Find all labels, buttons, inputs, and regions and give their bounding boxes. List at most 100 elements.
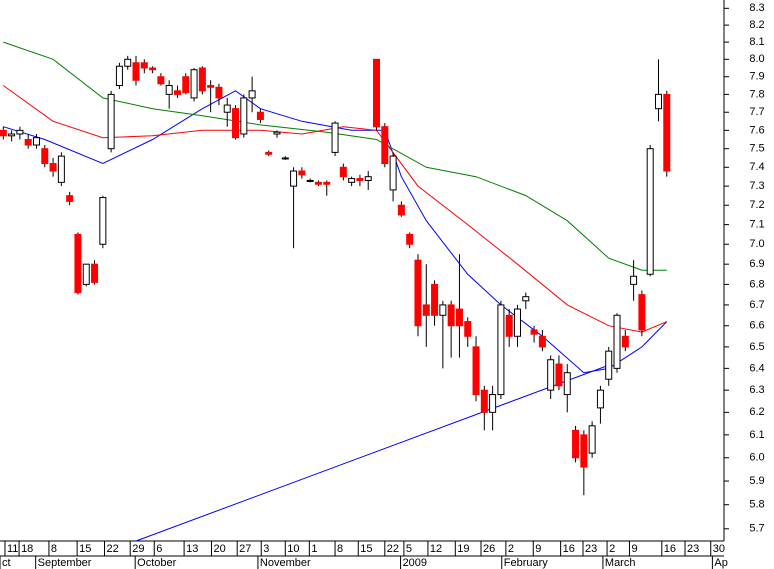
y-tick-label: 6.5 — [749, 341, 764, 353]
candle-body — [91, 263, 99, 283]
x-tick-label: 8 — [337, 543, 343, 555]
moving-average-line — [3, 85, 667, 333]
candle-body — [273, 131, 281, 135]
y-tick-label: 7.7 — [749, 106, 764, 118]
candle-body — [32, 137, 40, 146]
candle-body — [654, 93, 662, 110]
candle-body — [99, 197, 107, 245]
candle-body — [530, 329, 538, 335]
y-tick-label: 6.7 — [749, 299, 764, 311]
x-tick-label: 23 — [585, 543, 597, 555]
candle-body — [157, 76, 165, 85]
candle-body — [422, 304, 430, 316]
y-tick-label: 7.4 — [749, 161, 764, 173]
candle-body — [306, 179, 314, 182]
y-tick-label: 6.2 — [749, 406, 764, 418]
x-tick-label: 13 — [186, 543, 198, 555]
candle-body — [323, 181, 331, 185]
candle-body — [588, 425, 596, 454]
x-tick-label: 3 — [263, 543, 269, 555]
candle-body — [572, 429, 580, 459]
y-tick-label: 8.0 — [749, 53, 764, 65]
x-tick-label: 22 — [387, 543, 399, 555]
candle-body — [389, 155, 397, 191]
candle-body — [613, 314, 621, 369]
y-tick-label: 5.9 — [749, 475, 764, 487]
y-tick-label: 7.9 — [749, 71, 764, 83]
candle-body — [281, 157, 289, 160]
candle-body — [630, 275, 638, 285]
candle-body — [464, 321, 472, 337]
candle-body — [140, 62, 148, 69]
x-tick-label: 29 — [132, 543, 144, 555]
candle-body — [207, 85, 215, 88]
candle-body — [431, 283, 439, 316]
candle-body — [497, 304, 505, 396]
x-tick-label: 27 — [239, 543, 251, 555]
candle-body — [74, 233, 82, 294]
candle-body — [522, 296, 530, 302]
y-tick-label: 7.3 — [749, 180, 764, 192]
candle-body — [414, 259, 422, 327]
candle-body — [489, 394, 497, 413]
candle-body — [646, 148, 654, 275]
candle-body — [397, 204, 405, 216]
y-tick-label: 7.8 — [749, 88, 764, 100]
x-tick-label: 19 — [457, 543, 469, 555]
candle-body — [455, 308, 463, 327]
y-tick-label: 8.3 — [749, 2, 764, 14]
candle-body — [298, 170, 306, 176]
candle-body — [290, 170, 298, 187]
x-tick-label: 23 — [687, 543, 699, 555]
candle-body — [240, 97, 248, 135]
month-label: ct — [2, 557, 11, 569]
month-label: February — [504, 557, 549, 569]
x-tick-label: 18 — [21, 543, 33, 555]
candle-body — [480, 389, 488, 413]
candle-body — [621, 335, 629, 348]
y-tick-label: 7.0 — [749, 238, 764, 250]
candle-body — [381, 126, 389, 165]
candle-body — [256, 111, 264, 120]
candle-body — [538, 335, 546, 348]
x-tick-label: 2 — [609, 543, 615, 555]
x-tick-label: 2 — [508, 543, 514, 555]
x-tick-label: 9 — [631, 543, 637, 555]
candle-body — [331, 122, 339, 153]
trend-line — [135, 363, 613, 542]
x-tick-label: 30 — [713, 543, 725, 555]
x-tick-label: 10 — [287, 543, 299, 555]
candle-body — [198, 67, 206, 92]
candle-body — [356, 178, 364, 181]
candle-body — [439, 304, 447, 316]
x-tick-label: 20 — [213, 543, 225, 555]
candle-body — [373, 58, 381, 128]
y-tick-label: 8.2 — [749, 19, 764, 31]
candle-body — [339, 166, 347, 178]
y-tick-label: 5.7 — [749, 523, 764, 535]
month-label: November — [260, 557, 311, 569]
y-tick-label: 7.5 — [749, 143, 764, 155]
x-tick-label: 11 — [7, 543, 18, 555]
candle-body — [49, 163, 57, 172]
y-tick-label: 6.9 — [749, 258, 764, 270]
candle-body — [149, 67, 157, 71]
y-tick-label: 7.1 — [749, 219, 764, 231]
candle-body — [107, 93, 115, 150]
candle-body — [406, 233, 414, 245]
candle-body — [82, 263, 90, 285]
x-tick-label: 15 — [79, 543, 91, 555]
candle-body — [41, 148, 49, 165]
month-label: September — [38, 557, 92, 569]
candle-body — [115, 65, 123, 87]
candle-body — [555, 363, 563, 387]
y-tick-label: 6.1 — [749, 429, 764, 441]
x-tick-label: 16 — [664, 543, 676, 555]
candle-body — [24, 138, 32, 146]
x-tick-label: 16 — [563, 543, 575, 555]
x-tick-label: 6 — [156, 543, 162, 555]
x-tick-label: 8 — [51, 543, 57, 555]
x-tick-label: 9 — [535, 543, 541, 555]
candle-body — [505, 314, 513, 337]
